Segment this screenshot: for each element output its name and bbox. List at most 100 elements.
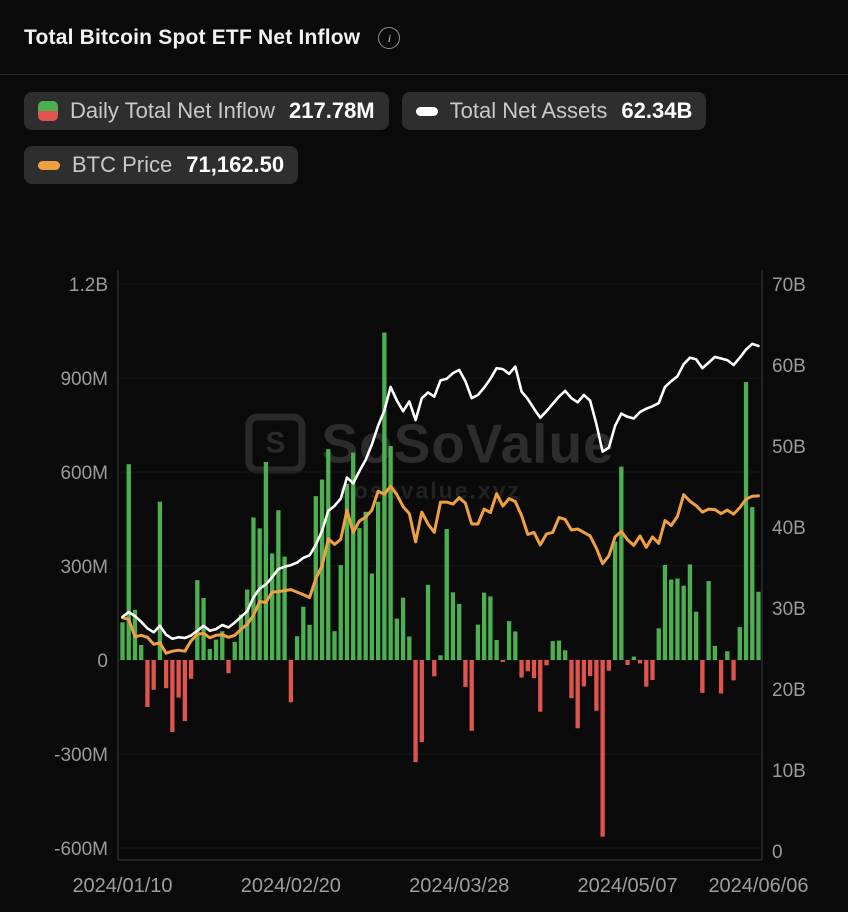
inflow-bar[interactable] [170, 660, 175, 733]
inflow-bar[interactable] [594, 660, 599, 711]
legend-item-btc-price[interactable]: BTC Price 71,162.50 [24, 146, 299, 184]
inflow-bar[interactable] [201, 597, 206, 660]
inflow-bar[interactable] [525, 660, 530, 672]
inflow-bar[interactable] [519, 660, 524, 678]
inflow-bar[interactable] [182, 660, 188, 722]
inflow-bar[interactable] [619, 466, 624, 660]
inflow-bar[interactable] [500, 660, 506, 662]
inflow-bar[interactable] [706, 581, 711, 660]
inflow-bar[interactable] [544, 660, 549, 666]
inflow-bar[interactable] [731, 660, 736, 681]
inflow-bar[interactable] [513, 631, 518, 660]
inflow-bar[interactable] [388, 445, 393, 660]
inflow-bar[interactable] [294, 636, 300, 660]
inflow-bar[interactable] [656, 628, 661, 660]
inflow-bar[interactable] [425, 584, 431, 660]
inflow-bar[interactable] [743, 382, 749, 660]
inflow-bar[interactable] [612, 541, 618, 660]
inflow-bar[interactable] [251, 517, 256, 660]
inflow-bar[interactable] [631, 656, 636, 660]
inflow-bar[interactable] [319, 479, 325, 660]
inflow-bar[interactable] [245, 589, 250, 661]
inflow-bar[interactable] [756, 591, 761, 660]
inflow-bar[interactable] [575, 660, 580, 729]
inflow-bar[interactable] [750, 507, 755, 660]
inflow-bar[interactable] [687, 564, 693, 660]
inflow-bar[interactable] [662, 565, 668, 660]
inflow-bar[interactable] [419, 660, 424, 743]
inflow-bar[interactable] [569, 660, 574, 699]
inflow-bar[interactable] [375, 501, 381, 660]
inflow-bar[interactable] [432, 660, 437, 677]
inflow-bar[interactable] [494, 639, 499, 660]
inflow-bar[interactable] [307, 624, 312, 660]
inflow-bar[interactable] [556, 640, 562, 660]
inflow-bar[interactable] [382, 332, 387, 660]
inflow-bar[interactable] [675, 578, 680, 660]
inflow-bar[interactable] [213, 639, 219, 660]
inflow-bar[interactable] [506, 621, 512, 660]
inflow-bar[interactable] [488, 596, 493, 660]
inflow-bar[interactable] [718, 660, 724, 694]
inflow-bar[interactable] [363, 511, 368, 660]
inflow-bar[interactable] [587, 660, 593, 676]
inflow-bar[interactable] [475, 624, 481, 660]
inflow-bar[interactable] [644, 660, 649, 687]
inflow-bar[interactable] [538, 660, 543, 712]
inflow-bar[interactable] [126, 464, 131, 660]
inflow-bar[interactable] [151, 660, 156, 690]
inflow-bar[interactable] [238, 614, 244, 660]
inflow-bar[interactable] [450, 592, 456, 660]
inflow-bar[interactable] [195, 580, 200, 660]
inflow-bar[interactable] [681, 585, 686, 660]
inflow-bar[interactable] [288, 660, 294, 703]
inflow-bar[interactable] [463, 660, 468, 687]
inflow-bar[interactable] [531, 660, 537, 679]
inflow-bar[interactable] [326, 449, 331, 660]
inflow-bar[interactable] [145, 660, 150, 707]
inflow-bar[interactable] [712, 645, 718, 660]
inflow-bar[interactable] [394, 618, 400, 660]
inflow-bar[interactable] [332, 631, 337, 660]
inflow-bar[interactable] [563, 650, 568, 660]
inflow-bar[interactable] [407, 636, 412, 661]
inflow-bar[interactable] [438, 655, 443, 660]
inflow-bar[interactable] [132, 609, 138, 660]
inflow-bar[interactable] [400, 597, 406, 660]
legend-item-total-net-assets[interactable]: Total Net Assets 62.34B [401, 92, 707, 130]
inflow-bar[interactable] [220, 631, 225, 660]
inflow-bar[interactable] [163, 660, 169, 689]
inflow-bar[interactable] [176, 660, 181, 698]
inflow-bar[interactable] [700, 660, 705, 693]
inflow-bar[interactable] [188, 660, 194, 679]
inflow-bar[interactable] [357, 528, 362, 660]
inflow-bar[interactable] [457, 603, 462, 660]
inflow-bar[interactable] [725, 651, 730, 660]
info-icon[interactable]: i [378, 27, 401, 49]
inflow-bar[interactable] [581, 660, 587, 687]
inflow-bar[interactable] [301, 606, 306, 660]
inflow-bar[interactable] [232, 641, 237, 660]
inflow-bar[interactable] [226, 660, 231, 674]
legend-item-daily-net-inflow[interactable]: Daily Total Net Inflow 217.78M [24, 92, 389, 130]
inflow-bar[interactable] [669, 579, 674, 660]
inflow-bar[interactable] [313, 496, 318, 660]
inflow-bar[interactable] [637, 660, 643, 664]
inflow-bar[interactable] [344, 483, 350, 660]
inflow-bar[interactable] [257, 528, 262, 660]
inflow-bar[interactable] [207, 649, 212, 660]
inflow-bar[interactable] [693, 611, 699, 660]
inflow-bar[interactable] [650, 660, 655, 681]
inflow-bar[interactable] [444, 529, 449, 660]
inflow-bar[interactable] [263, 461, 269, 660]
inflow-bar[interactable] [338, 565, 343, 660]
inflow-bar[interactable] [413, 660, 418, 763]
inflow-bar[interactable] [276, 510, 281, 660]
inflow-bar[interactable] [625, 660, 630, 666]
inflow-bar[interactable] [351, 452, 356, 660]
inflow-bar[interactable] [157, 501, 163, 660]
inflow-bar[interactable] [469, 660, 474, 731]
inflow-bar[interactable] [139, 644, 144, 660]
inflow-bar[interactable] [282, 556, 287, 660]
inflow-bar[interactable] [369, 573, 375, 660]
